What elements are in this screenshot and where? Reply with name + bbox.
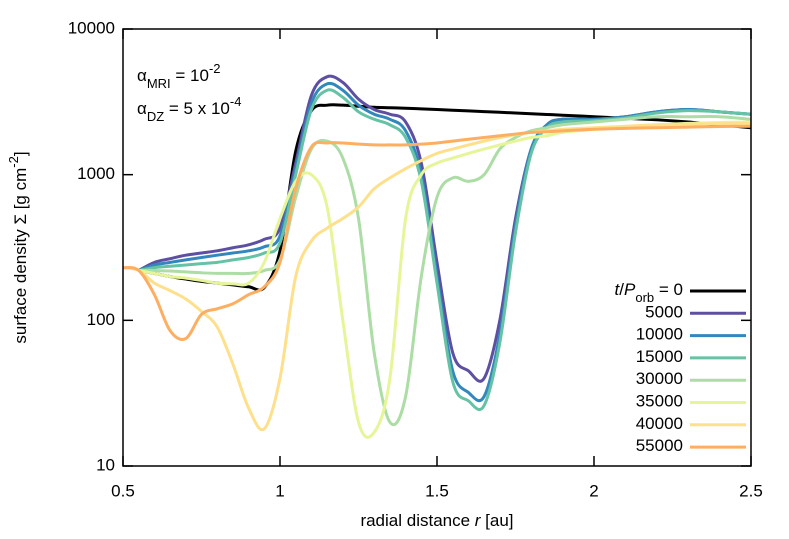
y-axis-label: surface density Σ [g cm-2] [6, 151, 31, 343]
text-part: / [619, 280, 624, 299]
legend-name: 10000 [636, 325, 683, 344]
text-part: -4 [230, 94, 242, 109]
text-part: radial distance [360, 511, 474, 530]
series-line [138, 103, 752, 292]
text-part: [au] [480, 511, 513, 530]
text-part: α [137, 66, 147, 85]
text-part: = [654, 280, 673, 299]
x-tick-label: 1.5 [425, 481, 449, 500]
text-part: ] [11, 151, 30, 156]
x-tick-label: 0.5 [111, 481, 135, 500]
x-tick-label: 2 [589, 481, 598, 500]
legend-label: 15000 [636, 347, 683, 366]
series-line [122, 121, 752, 432]
text-part: MRI [147, 76, 171, 91]
text-part: surface density Σ [g cm [11, 168, 30, 344]
y-tick-label: 10 [96, 455, 115, 474]
legend-name: 30000 [636, 370, 683, 389]
legend-label: 5000 [645, 303, 683, 322]
legend-name: 15000 [636, 347, 683, 366]
y-tick-label: 1000 [77, 164, 115, 183]
legend-name: 5000 [645, 303, 683, 322]
annotation: αMRI = 10-2 [137, 61, 221, 91]
text-part: = 5 x 10 [164, 99, 230, 118]
series-line [122, 124, 752, 341]
x-axis-label: radial distance r [au] [360, 511, 513, 530]
legend-label: 40000 [636, 414, 683, 433]
text-part: P [624, 280, 636, 299]
legend-name: 35000 [636, 392, 683, 411]
series-line [138, 115, 752, 427]
legend-label: 55000 [636, 437, 683, 456]
annotation: αDZ = 5 x 10-4 [137, 94, 241, 124]
text-part: α [137, 99, 147, 118]
text-part: -2 [209, 61, 221, 76]
text-part: orb [635, 290, 654, 305]
x-tick-label: 1 [275, 481, 284, 500]
legend-name: 55000 [636, 437, 683, 456]
text-part: = 10 [171, 66, 209, 85]
series-line [138, 88, 752, 411]
y-tick-label: 10000 [68, 18, 115, 37]
y-tick-label: 100 [87, 310, 115, 329]
legend-label: 10000 [636, 325, 683, 344]
legend-label: t/Porb = 0 [615, 280, 683, 304]
legend-name: 0 [674, 280, 683, 299]
legend-name: 40000 [636, 414, 683, 433]
x-tick-label: 2.5 [739, 481, 763, 500]
legend-label: 35000 [636, 392, 683, 411]
text-part: -2 [6, 156, 21, 168]
legend-label: 30000 [636, 370, 683, 389]
text-part: t [615, 280, 621, 299]
series-line [138, 81, 752, 403]
text-part: DZ [147, 109, 164, 124]
text-part: r [475, 511, 482, 530]
